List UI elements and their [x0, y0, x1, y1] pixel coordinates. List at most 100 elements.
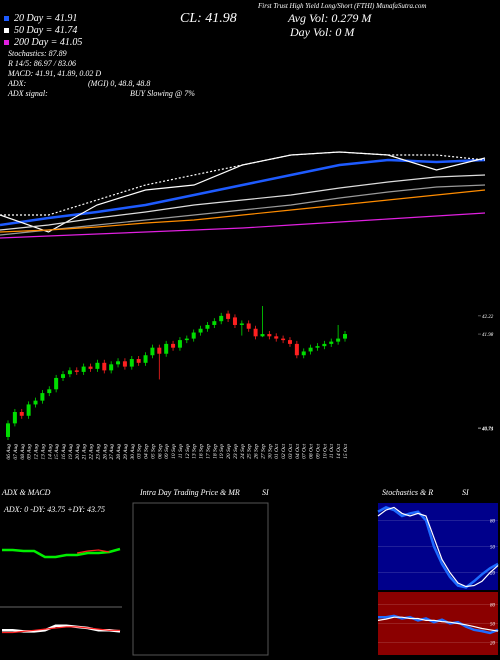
x-tick-label: 17 Sep: [205, 444, 211, 459]
x-tick-label: 12 Sep: [185, 444, 191, 459]
x-tick-label: 16 Sep: [199, 444, 205, 459]
candle-body: [95, 362, 100, 369]
x-tick-label: 27 Aug: [109, 444, 115, 460]
x-tick-label: 21 Aug: [82, 444, 88, 460]
x-tick-label: 23 Aug: [95, 444, 101, 460]
series-line: [0, 189, 486, 233]
panel-title: ADX & MACD: [1, 488, 51, 497]
x-tick-label: 11 Oct: [329, 444, 335, 459]
candle-body: [157, 347, 162, 354]
x-tick-label: 06 Sep: [157, 444, 163, 459]
candle-body: [81, 366, 86, 372]
candle-body: [232, 317, 237, 325]
candle-body: [54, 377, 59, 390]
y-tick-label: 20: [490, 641, 496, 646]
candle-body: [143, 355, 148, 363]
legend-swatch: [4, 28, 9, 33]
panel-background: [378, 592, 498, 655]
candle-body: [184, 338, 189, 341]
candle-body: [281, 338, 286, 341]
x-tick-label: 22 Aug: [89, 444, 95, 460]
candle-body: [102, 362, 107, 371]
candle-body: [191, 332, 196, 339]
x-tick-label: 19 Aug: [68, 444, 74, 460]
x-tick-label: 27 Sep: [260, 444, 266, 459]
candle-body: [47, 389, 52, 394]
candle-body: [308, 347, 313, 352]
annotation: 50 Day = 41.74: [14, 25, 77, 36]
candle-body: [246, 323, 251, 329]
x-tick-label: 03 Sep: [137, 444, 143, 459]
candle-body: [267, 334, 272, 337]
x-tick-label: 13 Sep: [192, 444, 198, 459]
x-tick-label: 10 Oct: [322, 444, 328, 459]
candle-body: [33, 400, 38, 405]
candle-body: [239, 323, 244, 325]
x-tick-label: 03 Oct: [288, 444, 294, 459]
candle-body: [287, 340, 292, 344]
x-tick-label: 14 Oct: [335, 444, 342, 459]
y-tick-label: 80: [490, 604, 496, 609]
candle-body: [274, 336, 279, 339]
x-tick-label: 08 Aug: [20, 444, 26, 460]
candle-body: [136, 359, 141, 363]
candle-body: [40, 393, 45, 401]
annotation: (MGI) 0, 48.8, 48.8: [88, 79, 150, 88]
x-tick-label: 26 Sep: [254, 444, 260, 459]
x-tick-label: 07 Oct: [302, 444, 308, 459]
candle-body: [74, 370, 79, 372]
x-tick-label: 09 Oct: [315, 444, 321, 459]
annotation: CL: 41.98: [180, 11, 237, 26]
candle-body: [294, 343, 299, 356]
candle-body: [219, 315, 224, 322]
panel-title: Stochastics & R: [382, 488, 433, 497]
x-tick-label: 05 Sep: [150, 444, 156, 459]
candle-body: [122, 361, 127, 367]
candle-body: [205, 324, 210, 329]
candle-body: [301, 351, 306, 356]
annotation: ADX: 0 -DY: 43.75 +DY: 43.75: [3, 505, 105, 514]
x-tick-label: 11 Sep: [178, 444, 184, 459]
candle-body: [116, 361, 121, 365]
x-tick-label: 19 Sep: [219, 444, 225, 459]
x-tick-label: 18 Sep: [212, 444, 218, 459]
legend-swatch: [4, 40, 9, 45]
candle-body: [343, 334, 347, 339]
x-tick-label: 04 Oct: [294, 444, 301, 459]
candle-body: [315, 346, 320, 348]
legend-swatch: [4, 16, 9, 21]
series-line: [377, 506, 499, 588]
series-line: [76, 549, 110, 554]
series-line: [2, 547, 121, 559]
x-tick-label: 10 Sep: [171, 444, 177, 459]
x-tick-label: 09 Sep: [164, 444, 170, 459]
y-tick-label: 80: [490, 519, 496, 524]
panel-title: Intra Day Trading Price & MR: [139, 488, 240, 497]
annotation: Day Vol: 0 M: [289, 25, 355, 39]
x-tick-label: 26 Aug: [102, 444, 108, 460]
series-line: [0, 184, 486, 236]
x-tick-label: 16 Aug: [61, 444, 67, 460]
x-tick-label: 20 Aug: [75, 444, 81, 460]
candle-body: [150, 347, 155, 356]
y-tick-label: 41.98: [482, 333, 494, 338]
x-tick-label: 30 Aug: [130, 444, 136, 461]
candle-body: [88, 366, 93, 369]
x-tick-label: 23 Sep: [233, 444, 239, 459]
x-tick-label: 02 Oct: [281, 444, 287, 459]
candle-body: [164, 343, 169, 354]
candle-body: [336, 338, 341, 342]
candle-body: [67, 370, 72, 375]
x-tick-label: 13 Aug: [40, 444, 46, 460]
annotation: 200 Day = 41.05: [14, 37, 82, 48]
annotation: Avg Vol: 0.279 M: [287, 11, 372, 25]
annotation: ADX signal:: [7, 89, 48, 98]
series-line: [377, 506, 499, 589]
candle-body: [177, 340, 182, 348]
candle-body: [329, 341, 334, 344]
candle-body: [253, 328, 258, 337]
candle-body: [61, 374, 66, 378]
candle-body: [322, 343, 327, 347]
candle-body: [12, 412, 17, 424]
